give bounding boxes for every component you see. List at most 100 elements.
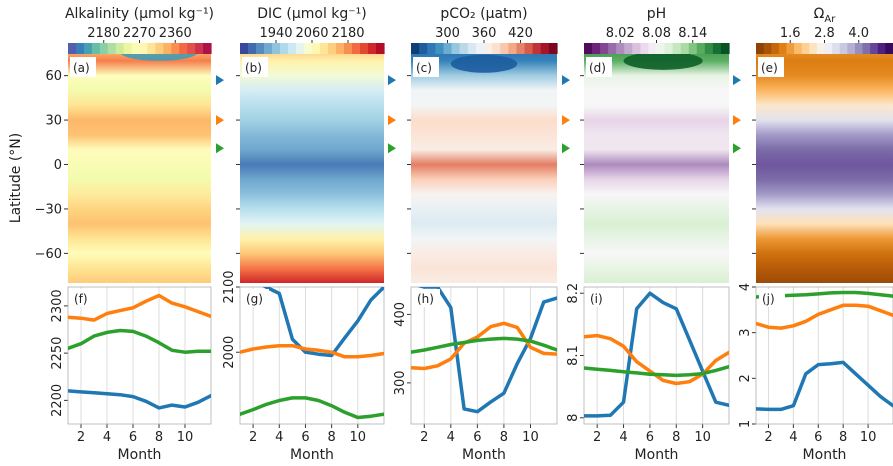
series-group [411, 287, 557, 414]
colorbar-segment [288, 43, 297, 54]
heatmap-panel: (c) [407, 46, 557, 283]
latitude-marker [388, 75, 396, 86]
colorbar-segment [824, 43, 833, 54]
latitude-axis-label: Latitude (°N) [8, 133, 24, 223]
y-tick-label: 8 [566, 414, 581, 422]
panel-label: (c) [416, 61, 432, 75]
colorbar-segment [443, 43, 453, 54]
colorbar-segment [862, 43, 871, 54]
y-tick-label: 0 [54, 158, 62, 173]
colorbar-segment [344, 43, 353, 54]
panel-label-box [243, 289, 269, 307]
latitude-marker [733, 143, 741, 154]
x-tick-label: 2 [249, 430, 257, 445]
heatmap-field [240, 46, 384, 283]
colorbar-segment [320, 43, 329, 54]
colorbar-segment [688, 43, 698, 54]
colorbar-tick-label: 420 [508, 26, 533, 41]
colorbar-segment [648, 43, 658, 54]
x-tick-label: 6 [301, 430, 309, 445]
colorbar-segment [771, 43, 780, 54]
colorbar: 1940 2060 2180 DIC (μmol kg⁻¹) [240, 6, 385, 54]
colorbar-segment [801, 43, 810, 54]
y-tick-label: 2 [738, 374, 753, 382]
heatmap-patch [450, 54, 518, 73]
x-tick-label: 2 [77, 430, 85, 445]
x-tick-label: 6 [646, 430, 654, 445]
plot-frame [239, 286, 385, 425]
colorbar-title: ΩAr [814, 6, 837, 25]
series-line [411, 336, 557, 354]
colorbar-segment [816, 43, 826, 54]
series-line [584, 364, 729, 378]
colorbar-segment [419, 43, 428, 54]
heatmap-panel: (b) [236, 46, 384, 283]
series-line [411, 321, 557, 371]
y-tick-label: 1 [738, 420, 753, 428]
colorbar-title: pH [647, 6, 666, 22]
series-group [584, 291, 729, 418]
y-tick-label: 2200 [50, 384, 65, 417]
heatmap-layer: (a) 60 30 0 −30 −60 (b) (c) (d) (e) [35, 42, 893, 283]
colorbar-segment [91, 43, 101, 54]
series-line [584, 333, 729, 386]
latitude-marker [216, 75, 224, 86]
colorbar-tick-label: 2060 [295, 26, 328, 41]
x-tick-label: 8 [500, 430, 508, 445]
colorbar-segment [763, 43, 772, 54]
latitude-marker [562, 75, 570, 86]
line-panel: 2 4 6 8 10 2200 2250 2300 (f) Month [50, 286, 212, 463]
colorbar-segment [696, 43, 706, 54]
panel-label-box [70, 57, 96, 77]
colorbar-tick-label: 8.02 [606, 26, 635, 41]
panel-label-box [414, 289, 440, 307]
colorbar-segment [99, 43, 109, 54]
colorbar-segment [516, 43, 526, 54]
colorbar-segment [720, 43, 730, 54]
heatmap-field [756, 46, 893, 283]
series-line [68, 328, 211, 354]
panel-label: (g) [246, 292, 263, 306]
colorbar-tick-label: 2270 [123, 26, 156, 41]
series-line [584, 291, 729, 418]
y-tick-label: 2250 [50, 337, 65, 370]
colorbar-segment [328, 43, 337, 54]
colorbar-segment [147, 43, 156, 54]
line-panel: 2 4 6 8 10 300 400 (h) Month [393, 286, 558, 463]
colorbar-segment [592, 43, 601, 54]
colorbar-segment [756, 43, 765, 54]
colorbar-segment [115, 43, 125, 54]
x-tick-label: 10 [694, 430, 711, 445]
colorbar-segment [778, 43, 788, 54]
x-tick-label: 10 [860, 430, 877, 445]
colorbar-segment [435, 43, 445, 54]
colorbar: 300 360 420 pCO₂ (μatm) [411, 6, 558, 54]
x-tick-label: 8 [155, 430, 163, 445]
colorbar-segment [832, 43, 841, 54]
series-line [756, 303, 893, 330]
y-tick-label: 8.2 [566, 283, 581, 304]
colorbar-tick-label: 8.08 [642, 26, 671, 41]
colorbar-tick-label: 4.0 [848, 26, 869, 41]
colorbar-segment [854, 43, 864, 54]
x-tick-label: 4 [619, 430, 627, 445]
colorbar-segment [672, 43, 682, 54]
y-tick-label: −60 [35, 247, 62, 262]
colorbar-segment [83, 43, 93, 54]
colorbar-segment [155, 43, 164, 54]
latitude-marker [733, 115, 741, 126]
panel-label: (i) [590, 292, 603, 306]
heatmap-patch [623, 51, 703, 70]
panel-label-box [71, 289, 97, 307]
latitude-marker [562, 115, 570, 126]
colorbar-segment [540, 43, 550, 54]
x-axis-label: Month [635, 447, 679, 463]
colorbar-segment [524, 43, 534, 54]
colorbar-segment [304, 43, 313, 54]
colorbar-segment [532, 43, 542, 54]
line-panel: 2 4 6 8 10 8 8.1 8.2 (i) Month [566, 283, 730, 463]
colorbar-segment [870, 43, 879, 54]
colorbar-tick-label: 2.8 [814, 26, 835, 41]
x-tick-label: 6 [473, 430, 481, 445]
colorbar-segment [203, 43, 212, 54]
